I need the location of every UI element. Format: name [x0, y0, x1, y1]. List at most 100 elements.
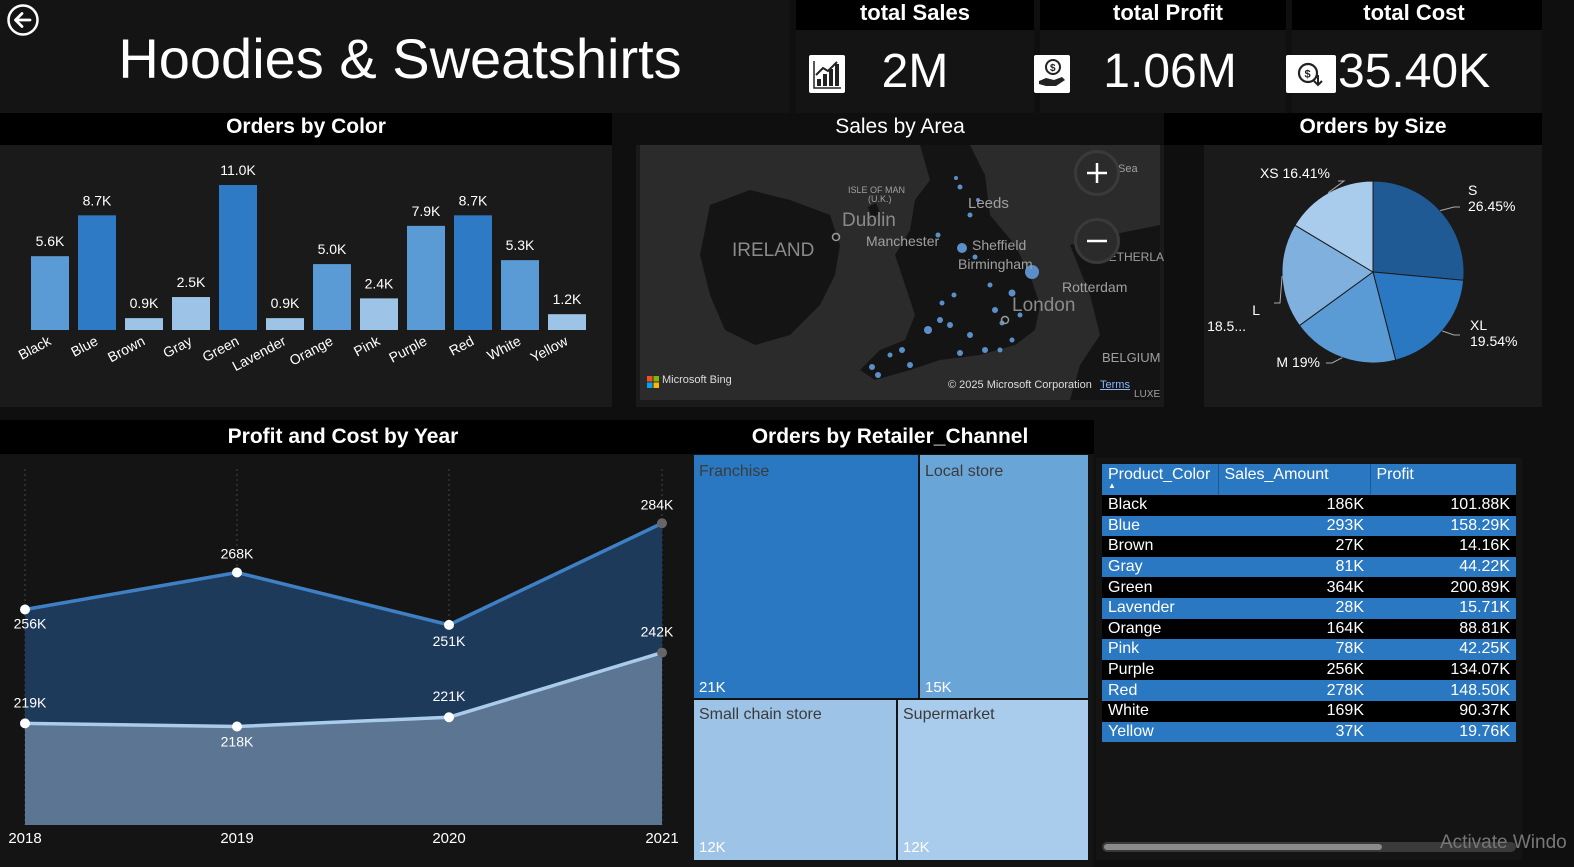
x-axis-tick-label: 2018	[8, 830, 41, 847]
bar-data-label: 5.3K	[506, 237, 535, 253]
line-point[interactable]	[20, 718, 30, 729]
bar-brown[interactable]	[125, 318, 163, 330]
pie-label-name-s: S	[1468, 182, 1477, 198]
bar-category-label: Blue	[68, 332, 100, 359]
table-cell-sales: 164K	[1218, 618, 1370, 640]
bar-pink[interactable]	[360, 298, 398, 330]
table-header-sales-amount[interactable]: Sales_Amount	[1218, 464, 1371, 495]
kpi-title-bar	[796, 0, 1034, 30]
pie-slice-xl[interactable]	[1372, 271, 1465, 361]
table-header-product-color[interactable]: Product_Color ▲	[1102, 464, 1219, 495]
panel-header-bar	[612, 113, 1164, 145]
table-cell-sales: 364K	[1218, 577, 1370, 598]
bar-lavender[interactable]	[266, 318, 304, 330]
bar-category-label: Yellow	[528, 332, 572, 365]
bar-white[interactable]	[501, 260, 539, 330]
bar-category-label: Purple	[386, 332, 429, 365]
panel-header-bar	[0, 113, 612, 145]
table-horizontal-scrollbar[interactable]	[1102, 842, 1516, 852]
line-point[interactable]	[20, 604, 30, 615]
bar-red[interactable]	[454, 215, 492, 330]
treemap-cell-local-store[interactable]	[920, 455, 1088, 698]
bar-category-label: Lavender	[229, 332, 288, 374]
map-zoom-in-button[interactable]	[1074, 150, 1120, 196]
orders-by-size-title: Orders by Size	[1299, 115, 1447, 138]
pie-leader-line	[1440, 206, 1460, 212]
line-data-label: 218K	[221, 733, 254, 749]
treemap-cell-franchise[interactable]	[694, 455, 918, 698]
table-row[interactable]: White 169K 90.37K	[1102, 700, 1516, 722]
activation-watermark: Activate Windo	[1440, 832, 1567, 853]
treemap-label-small-chain-store: Small chain store	[699, 706, 822, 723]
table-row[interactable]: Yellow 37K 19.76K	[1102, 721, 1516, 743]
table-cell-sales: 186K	[1218, 495, 1370, 516]
table-cell-sales: 78K	[1218, 639, 1370, 660]
line-point[interactable]	[657, 518, 667, 529]
table-row[interactable]: Purple 256K 134.07K	[1102, 659, 1516, 681]
map-label-birmingham: Birmingham	[958, 256, 1033, 272]
bar-gray[interactable]	[172, 297, 210, 330]
table-row[interactable]: Lavender 28K 15.71K	[1102, 597, 1516, 619]
bar-purple[interactable]	[407, 225, 445, 330]
orders-by-color-title: Orders by Color	[226, 115, 386, 138]
table-header-profit[interactable]: Profit	[1370, 464, 1516, 495]
line-point[interactable]	[232, 567, 242, 578]
map-zoom-out-button[interactable]	[1074, 218, 1120, 264]
table-row[interactable]: Red 278K 148.50K	[1102, 680, 1516, 701]
table-cell-sales: 28K	[1218, 597, 1370, 619]
back-arrow-icon[interactable]	[6, 3, 40, 37]
scrollbar-thumb[interactable]	[1104, 844, 1382, 850]
bar-black[interactable]	[31, 256, 69, 330]
table-row[interactable]: Orange 164K 88.81K	[1102, 618, 1516, 640]
svg-text:$: $	[1050, 63, 1056, 74]
map-label-isle-of-man: ISLE OF MAN	[848, 185, 906, 195]
profit-hand-icon: $	[1034, 55, 1070, 93]
pie-label-value-l: 18.5...	[1207, 318, 1246, 334]
map-capital-marker	[1000, 315, 1010, 325]
treemap-cell-supermarket[interactable]	[898, 700, 1088, 860]
kpi-value-sales: 2M	[881, 45, 949, 98]
table-cell-color: Pink	[1102, 639, 1218, 660]
pie-leader-line	[1326, 357, 1343, 364]
bar-data-label: 7.9K	[412, 203, 441, 219]
map-canvas[interactable]	[640, 145, 1160, 400]
treemap-value-local-store: 15K	[925, 679, 952, 696]
line-data-label: 256K	[14, 615, 47, 631]
table-row[interactable]: Black 186K 101.88K	[1102, 495, 1516, 516]
treemap-cell-small-chain-store[interactable]	[694, 700, 896, 860]
pie-slice-s[interactable]	[1372, 180, 1465, 281]
table-row[interactable]: Pink 78K 42.25K	[1102, 639, 1516, 660]
table-row[interactable]: Green 364K 200.89K	[1102, 577, 1516, 598]
bar-data-label: 2.4K	[365, 275, 394, 291]
table-cell-profit: 44.22K	[1370, 556, 1516, 578]
map-capital-marker	[831, 232, 841, 242]
kpi-title-bar	[1040, 0, 1286, 30]
line-point[interactable]	[444, 619, 454, 630]
line-point[interactable]	[657, 647, 667, 658]
line-series-0[interactable]	[24, 521, 663, 627]
panel-header-bar	[0, 420, 686, 454]
table-cell-color: Red	[1102, 680, 1218, 701]
table-cell-profit: 148.50K	[1370, 680, 1516, 701]
table-row[interactable]: Brown 27K 14.16K	[1102, 536, 1516, 557]
table-header-row: Product_Color ▲ Sales_Amount Profit	[1102, 464, 1516, 495]
line-point[interactable]	[444, 712, 454, 723]
sort-ascending-icon: ▲	[1108, 481, 1116, 490]
bar-green[interactable]	[219, 185, 257, 330]
sales-table: Product_Color ▲ Sales_Amount Profit Blac…	[1102, 464, 1516, 743]
table-cell-profit: 158.29K	[1370, 515, 1516, 537]
europe-landmass	[1070, 225, 1160, 400]
bar-data-label: 8.7K	[459, 192, 488, 208]
bar-data-label: 8.7K	[83, 192, 112, 208]
table-row[interactable]: Gray 81K 44.22K	[1102, 556, 1516, 578]
line-point[interactable]	[232, 721, 242, 732]
bar-orange[interactable]	[313, 264, 351, 330]
bar-yellow[interactable]	[548, 314, 586, 330]
x-axis-tick-label: 2019	[220, 830, 253, 847]
map-terms-link[interactable]: Terms	[1100, 379, 1130, 391]
table-cell-sales: 293K	[1218, 515, 1370, 537]
bar-category-label: White	[484, 332, 523, 363]
table-row[interactable]: Blue 293K 158.29K	[1102, 515, 1516, 537]
line-series-1[interactable]	[24, 650, 663, 729]
bar-blue[interactable]	[78, 215, 116, 330]
